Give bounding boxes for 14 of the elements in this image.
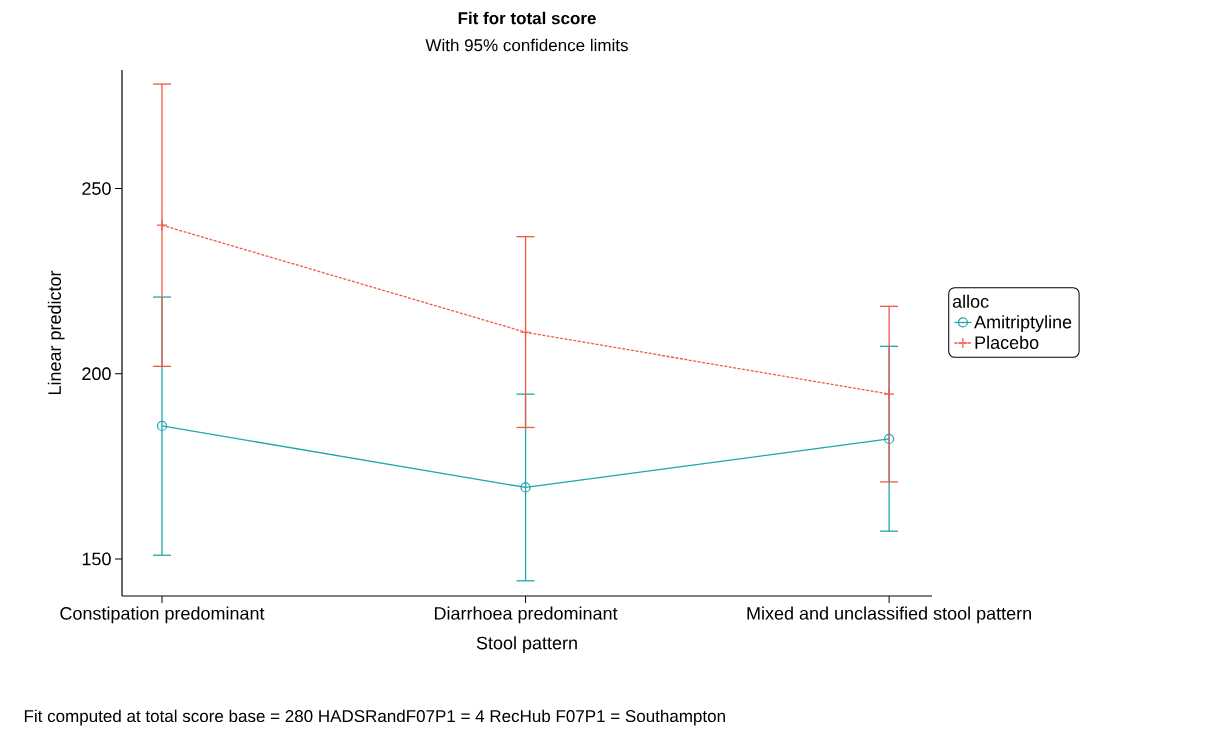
chart-title: Fit for total score <box>458 11 596 25</box>
x-axis-title: Stool pattern <box>476 636 577 653</box>
legend-label: Amitriptyline <box>974 315 1072 332</box>
x-tick-label: Constipation predominant <box>60 606 265 624</box>
text: Fit computed at total score base = 280 HADSRandF07P1 = 4 RecHub F07P1 = Southampton <box>24 709 725 726</box>
y-tick-label: 250 <box>82 182 111 195</box>
legend-label: Placebo <box>975 335 1039 349</box>
chart-subtitle: With 95% confidence limits <box>425 38 628 52</box>
legend-title: alloc <box>952 294 989 308</box>
y-tick-label: 150 <box>82 552 111 566</box>
y-tick-label: 200 <box>82 367 111 381</box>
x-tick-label: Diarrhoea predominant <box>434 606 618 624</box>
y-axis-title: Linear predictor <box>47 270 65 395</box>
x-tick-label: Mixed and unclassified stool pattern <box>747 606 1031 624</box>
